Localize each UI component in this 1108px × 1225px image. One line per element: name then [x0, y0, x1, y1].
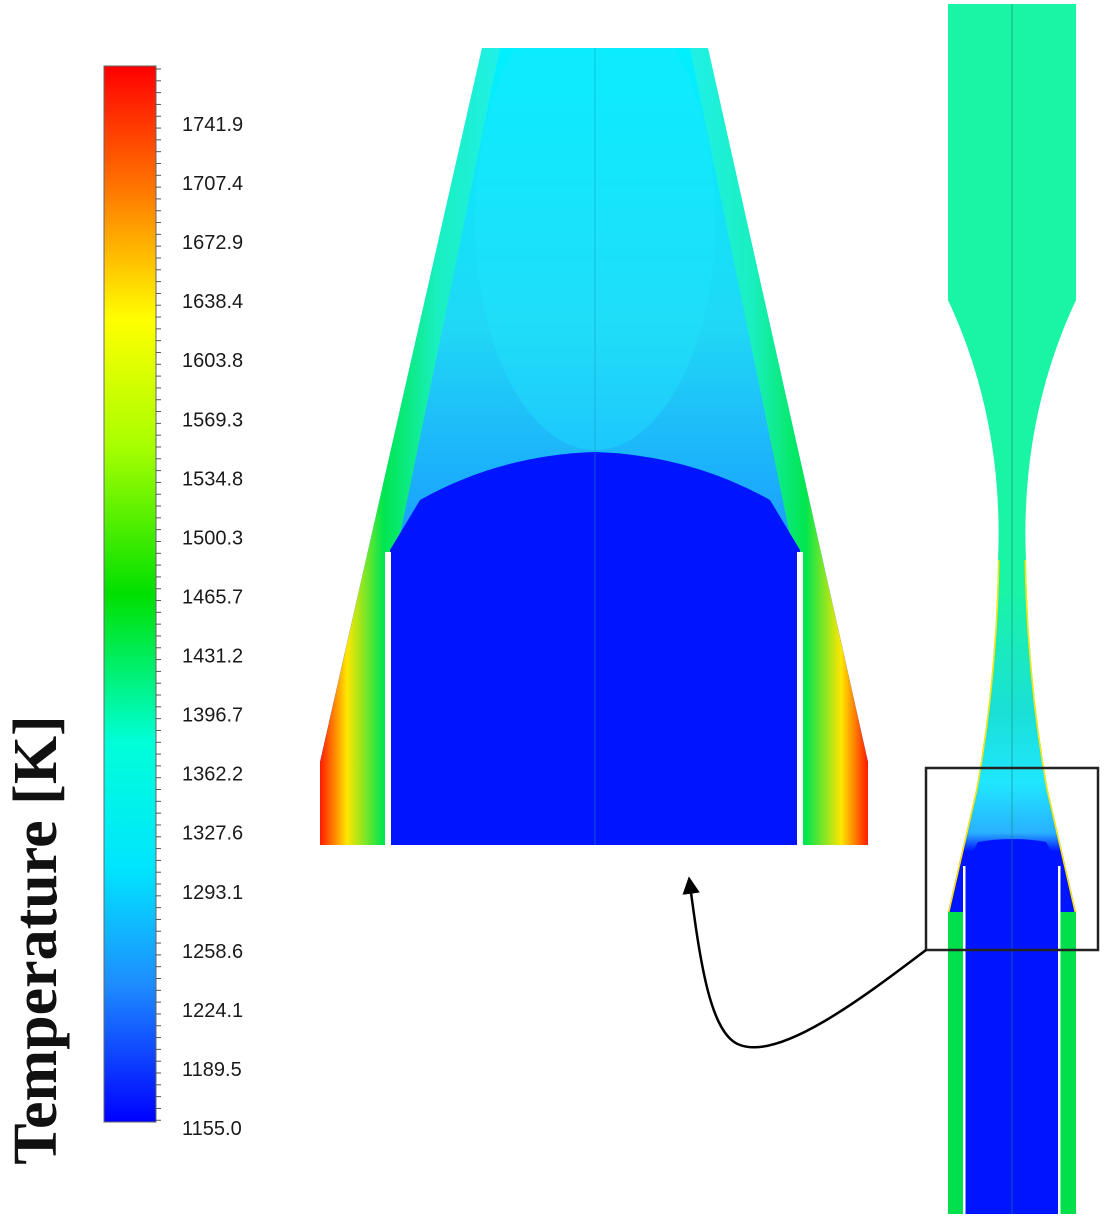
nozzle-right-outer-layer: [1060, 912, 1076, 1214]
zoomed-inlet-view: [320, 48, 868, 845]
colorbar-tick-label: 1741.9: [182, 114, 243, 136]
colorbar-tick-label: 1534.8: [182, 468, 243, 490]
colorbar-tick-label: 1431.2: [182, 646, 243, 668]
colorbar-tick-label: 1293.1: [182, 882, 243, 904]
colorbar-tick-labels: 1741.9 1707.4 1672.9 1638.4 1603.8 1569.3 1534…: [182, 114, 243, 1140]
nozzle-left-injector-gap: [963, 866, 966, 1214]
colorbar: 1741.9 1707.4 1672.9 1638.4 1603.8 1569.3 1534…: [2, 65, 243, 1165]
nozzle-left-outer-layer: [948, 912, 964, 1214]
colorbar-tick-label: 1569.3: [182, 409, 243, 431]
zoomed-right-wall-layer: [690, 48, 868, 845]
colorbar-tick-label: 1672.9: [182, 232, 243, 254]
zoomed-right-injector-gap: [797, 552, 803, 845]
colorbar-title: Temperature [K]: [2, 715, 70, 1164]
colorbar-tick-label: 1327.6: [182, 823, 243, 845]
colorbar-tick-label: 1189.5: [182, 1059, 242, 1081]
zoomed-left-injector-gap: [385, 552, 391, 845]
colorbar-tick-label: 1396.7: [182, 705, 243, 727]
colorbar-minor-ticks: [156, 68, 161, 1121]
zoom-region-box: [924, 766, 1100, 952]
colorbar-tick-label: 1362.2: [182, 764, 243, 786]
zoomed-left-wall-layer: [320, 48, 500, 845]
colorbar-gradient: [103, 65, 157, 1123]
colorbar-tick-label: 1224.1: [182, 1000, 243, 1022]
nozzle-right-injector-gap: [1058, 866, 1061, 1214]
colorbar-tick-label: 1707.4: [182, 173, 243, 195]
colorbar-tick-label: 1465.7: [182, 586, 243, 608]
colorbar-tick-label: 1155.0: [182, 1118, 242, 1140]
colorbar-tick-label: 1258.6: [182, 941, 243, 963]
nozzle-overview: [924, 4, 1100, 1214]
colorbar-tick-label: 1500.3: [182, 527, 243, 549]
colorbar-tick-label: 1638.4: [182, 291, 243, 313]
colorbar-tick-label: 1603.8: [182, 350, 243, 372]
callout-arrow: [682, 876, 927, 1049]
